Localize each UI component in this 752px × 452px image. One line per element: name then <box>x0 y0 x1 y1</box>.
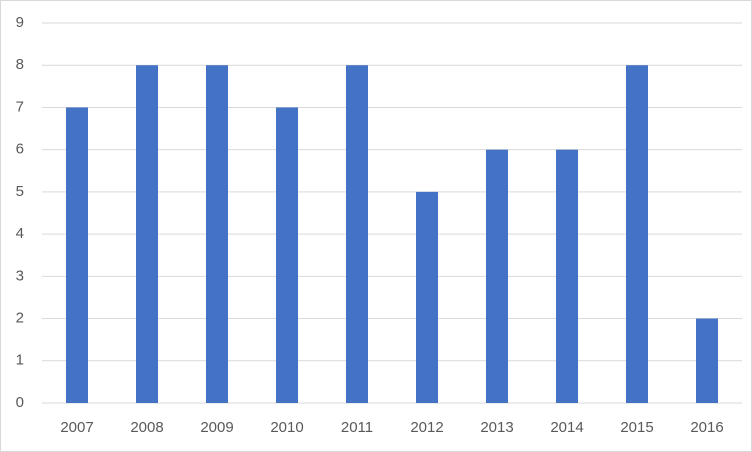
x-tick-label: 2010 <box>270 419 303 436</box>
x-tick-label: 2007 <box>60 419 93 436</box>
bar <box>206 65 228 403</box>
bar <box>136 65 158 403</box>
y-tick-label: 3 <box>16 267 24 284</box>
bar <box>696 318 718 403</box>
x-tick-label: 2015 <box>620 419 653 436</box>
y-tick-label: 7 <box>16 98 24 115</box>
y-tick-label: 4 <box>16 225 24 242</box>
bar <box>416 191 438 403</box>
x-tick-label: 2009 <box>200 419 233 436</box>
x-tick-label: 2016 <box>690 419 723 436</box>
y-tick-label: 8 <box>16 56 24 73</box>
x-tick-label: 2011 <box>341 419 373 436</box>
bar <box>276 107 298 403</box>
y-tick-label: 0 <box>16 394 24 411</box>
y-tick-label: 9 <box>16 14 24 31</box>
bar <box>66 107 88 403</box>
y-tick-label: 1 <box>16 352 24 369</box>
y-tick-label: 2 <box>16 310 24 327</box>
bar <box>556 149 578 403</box>
y-tick-label: 6 <box>16 141 24 158</box>
bar <box>626 65 648 403</box>
bar <box>346 65 368 403</box>
y-tick-label: 5 <box>16 183 24 200</box>
x-tick-label: 2014 <box>550 419 583 436</box>
x-tick-label: 2008 <box>130 419 163 436</box>
bar <box>486 149 508 403</box>
x-tick-label: 2013 <box>480 419 513 436</box>
x-tick-label: 2012 <box>410 419 443 436</box>
